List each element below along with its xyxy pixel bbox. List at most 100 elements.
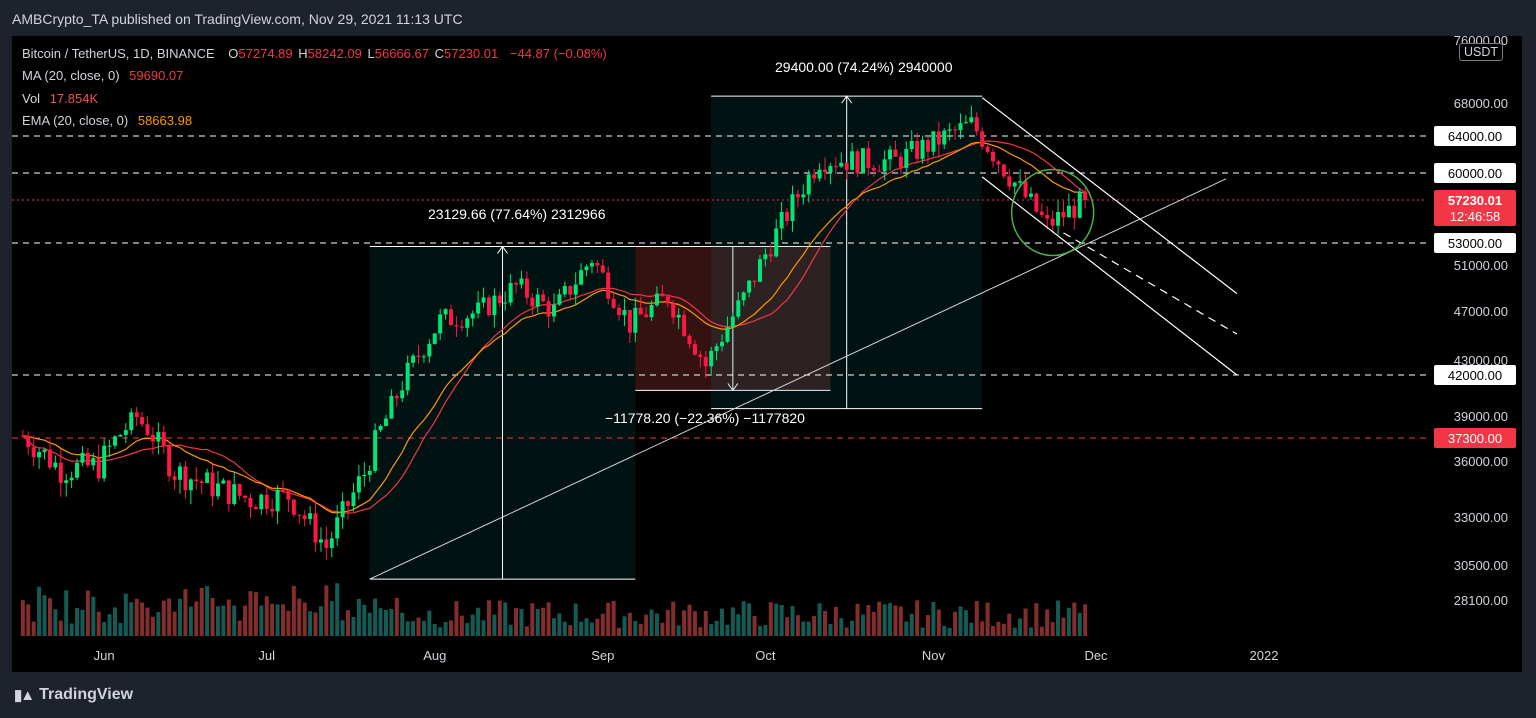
volume-bar (779, 604, 784, 636)
candle-body (470, 313, 475, 319)
candle-body (232, 484, 237, 504)
volume-bar (226, 599, 231, 636)
candle-body (942, 130, 947, 145)
legend-ma-value: 59690.07 (129, 68, 184, 83)
candle-body (253, 507, 258, 510)
candle-body (31, 447, 36, 458)
candle-body (226, 480, 231, 504)
price-tick-label: 36000.00 (1454, 454, 1508, 469)
legend-symbol[interactable]: Bitcoin / TetherUS, 1D, BINANCE (22, 46, 215, 61)
volume-bar (1072, 602, 1077, 636)
measure-layer (369, 95, 983, 580)
volume-bar (552, 618, 556, 636)
volume-bar (790, 605, 795, 636)
legend-ema[interactable]: EMA (20, close, 0) 58663.98 (22, 113, 194, 128)
level-tag-53000: 53000.00 (1434, 233, 1516, 253)
level-lines (12, 135, 1427, 439)
candle-body (367, 470, 372, 475)
tradingview-logo[interactable]: ▮▲ TradingView (14, 686, 133, 704)
volume-bar (568, 625, 573, 636)
time-tick-label: Aug (423, 648, 446, 663)
candle-body (584, 266, 589, 271)
candle-body (199, 481, 204, 483)
volume-bar (373, 598, 378, 636)
volume-bar (893, 605, 898, 636)
candle-body (1012, 182, 1017, 187)
volume-bar (140, 602, 145, 636)
candle-body (1072, 205, 1077, 218)
level-tag-bg (1434, 126, 1516, 146)
candle-body (237, 484, 242, 496)
footer: ▮▲ TradingView (0, 672, 1536, 718)
candle-body (80, 452, 85, 463)
volume-bar (671, 601, 676, 636)
legend-h-label: H (298, 46, 308, 61)
volume-bar (221, 605, 226, 636)
candle-body (709, 350, 714, 367)
volume-bar (812, 616, 817, 636)
candle-body (823, 169, 827, 173)
candle-body (270, 508, 275, 512)
candle-body (991, 151, 996, 162)
measure-arrowhead (841, 95, 853, 104)
candle-body (687, 335, 692, 345)
measure-label-aug: 23129.66 (77.64%) 2312966 (428, 206, 606, 222)
volume-bar (383, 609, 388, 636)
volume-bar (692, 611, 697, 636)
volume-bar (801, 621, 806, 636)
legend-vol[interactable]: Vol 17.854K (22, 91, 100, 106)
volume-bar (980, 621, 985, 636)
volume-bar (1034, 603, 1039, 636)
volume-bar (248, 591, 253, 636)
candle-body (58, 462, 63, 483)
candle-body (313, 513, 318, 543)
candle-body (308, 513, 313, 519)
volume-bar (514, 608, 519, 636)
candle-body (405, 362, 410, 391)
candle-body (633, 307, 638, 333)
channel-mid-line (1063, 232, 1238, 335)
volume-bar (785, 617, 790, 636)
candle-body (763, 254, 768, 260)
candle-body (888, 149, 893, 160)
volume-bar (828, 624, 833, 636)
volume-bar (416, 617, 421, 636)
price-tick-label: 68000.00 (1454, 96, 1508, 111)
volume-bar (682, 610, 687, 636)
volume-bar (1066, 607, 1071, 636)
candle-body (925, 140, 930, 152)
candle-body (915, 140, 920, 159)
volume-bar (389, 608, 394, 636)
price-tick-label: 33000.00 (1454, 510, 1508, 525)
volume-bar (600, 613, 605, 636)
volume-bar (53, 609, 58, 636)
price-tick-label: 39000.00 (1454, 409, 1508, 424)
volume-bar (958, 606, 963, 636)
volume-bar (167, 598, 172, 636)
legend-ma[interactable]: MA (20, close, 0) 59690.07 (22, 68, 185, 83)
candle-body (969, 117, 974, 123)
volume-bar (286, 610, 291, 636)
volume-bar (606, 602, 611, 636)
price-chart[interactable]: 76000.0068000.0064000.0060000.0053000.00… (12, 36, 1522, 672)
candle-body (801, 194, 806, 198)
candle-body (486, 297, 491, 316)
volume-bar (866, 605, 871, 636)
candle-body (459, 326, 464, 328)
candle-body (974, 117, 979, 132)
price-tick-label: 43000.00 (1454, 353, 1508, 368)
volume-bar (313, 612, 318, 636)
level-tag-60000: 60000.00 (1434, 163, 1516, 183)
volume-bar (194, 601, 199, 636)
candle-body (20, 435, 25, 437)
candle-body (481, 297, 486, 303)
candle-body (779, 211, 784, 229)
currency-button[interactable]: USDT (1459, 43, 1504, 61)
volume-bar (232, 605, 237, 636)
volume-bar (85, 590, 90, 636)
chart-frame[interactable]: 76000.0068000.0064000.0060000.0053000.00… (12, 36, 1522, 672)
candle-body (996, 161, 1001, 165)
candle-body (671, 303, 676, 318)
legend-vol-label: Vol (22, 91, 41, 106)
price-axis: 76000.0068000.0064000.0060000.0053000.00… (1434, 36, 1516, 608)
